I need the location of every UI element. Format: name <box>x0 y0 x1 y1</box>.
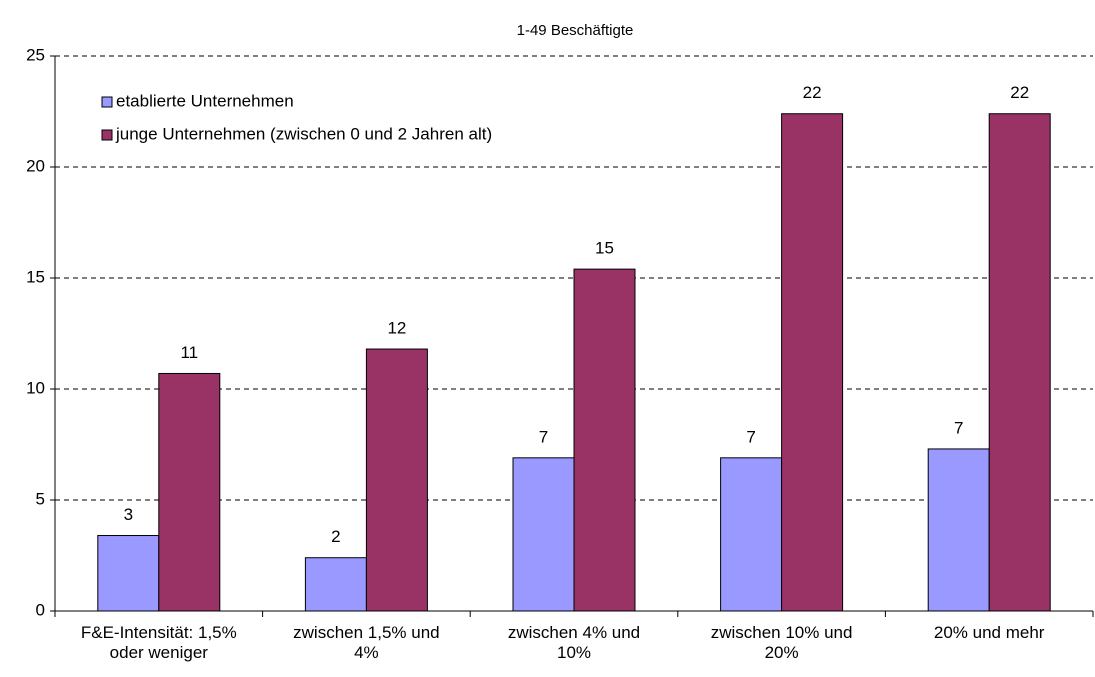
bar <box>158 372 221 612</box>
value-label: 11 <box>180 343 198 362</box>
bar <box>988 113 1051 612</box>
value-label: 22 <box>803 83 822 102</box>
value-label: 15 <box>595 239 614 258</box>
x-tick-label: zwischen 10% und 20% <box>710 623 853 662</box>
chart-title: 1-49 Beschäftigte <box>517 22 634 39</box>
legend-swatch <box>101 129 113 141</box>
y-tick-label: 5 <box>36 489 45 508</box>
bar <box>97 535 160 612</box>
value-label: 7 <box>539 427 548 446</box>
legend-label: etablierte Unternehmen <box>116 91 294 110</box>
y-tick-label: 20 <box>26 156 45 175</box>
x-tick-label: zwischen 4% und 10% <box>507 623 641 662</box>
bar <box>927 448 990 612</box>
value-label: 12 <box>387 319 406 338</box>
bar <box>781 113 844 612</box>
legend-swatch <box>101 96 113 108</box>
bar <box>720 457 783 612</box>
x-tick-label: zwischen 1,5% und 4% <box>293 623 440 662</box>
value-label: 7 <box>746 427 755 446</box>
x-tick-label: F&E-Intensität: 1,5% oder weniger <box>80 623 237 662</box>
value-label: 2 <box>331 527 340 546</box>
bar <box>573 268 636 612</box>
bar <box>365 348 428 612</box>
value-label: 22 <box>1010 83 1029 102</box>
bar <box>304 557 367 612</box>
value-label: 3 <box>124 505 133 524</box>
y-tick-label: 25 <box>26 45 45 64</box>
legend-label: junge Unternehmen (zwischen 0 und 2 Jahr… <box>115 124 492 143</box>
x-tick-label: 20% und mehr <box>933 623 1045 642</box>
y-tick-label: 15 <box>26 267 45 286</box>
value-label: 7 <box>954 418 963 437</box>
bar <box>512 457 575 612</box>
y-tick-label: 0 <box>36 600 45 619</box>
y-tick-label: 10 <box>26 378 45 397</box>
